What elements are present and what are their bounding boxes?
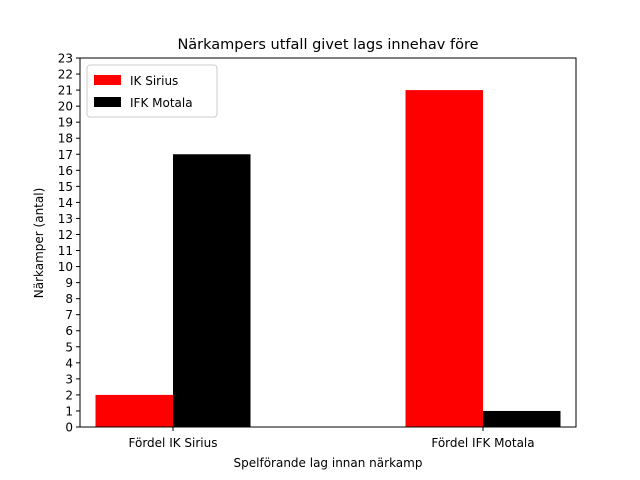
- y-tick-label: 6: [65, 324, 73, 338]
- legend-label: IFK Motala: [130, 96, 193, 110]
- y-tick-label: 3: [65, 372, 73, 386]
- y-tick-label: 22: [58, 68, 73, 82]
- bar-ik-sirius-1: [405, 90, 483, 427]
- y-tick-label: 5: [65, 340, 73, 354]
- y-tick-label: 8: [65, 292, 73, 306]
- bar-ik-sirius-0: [95, 394, 173, 427]
- y-tick-label: 10: [58, 260, 73, 274]
- legend: IK Sirius IFK Motala: [86, 64, 218, 118]
- y-axis-title: Närkamper (antal): [32, 188, 46, 299]
- y-tick-label: 18: [58, 132, 73, 146]
- legend-swatch: [94, 97, 121, 107]
- y-tick-label: 17: [58, 148, 73, 162]
- y-tick-label: 20: [58, 100, 73, 114]
- y-tick-label: 9: [65, 276, 73, 290]
- plot-frame: [79, 57, 577, 428]
- x-tick-label: Fördel IFK Motala: [431, 436, 534, 450]
- y-tick-label: 12: [58, 228, 73, 242]
- legend-label: IK Sirius: [130, 74, 178, 88]
- x-tick-label: Fördel IK Sirius: [129, 436, 218, 450]
- y-tick-label: 11: [58, 244, 73, 258]
- x-axis-title: Spelförande lag innan närkamp: [234, 456, 423, 470]
- bar-ifk-motala-1: [483, 410, 561, 427]
- legend-swatch: [94, 75, 121, 85]
- y-tick-label: 19: [58, 116, 73, 130]
- bar-ifk-motala-0: [173, 154, 251, 427]
- bars-group: [95, 90, 561, 427]
- y-tick-label: 14: [58, 196, 73, 210]
- y-tick-label: 0: [65, 421, 73, 435]
- y-tick-label: 13: [58, 212, 73, 226]
- y-tick-label: 1: [65, 404, 73, 418]
- y-tick-label: 16: [58, 164, 73, 178]
- y-tick-label: 2: [65, 388, 73, 402]
- y-tick-label: 21: [58, 84, 73, 98]
- y-tick-label: 15: [58, 180, 73, 194]
- chart-title: Närkampers utfall givet lags innehav för…: [177, 37, 478, 53]
- x-axis: Fördel IK Sirius Fördel IFK Motala: [129, 427, 535, 450]
- y-tick-label: 7: [65, 308, 73, 322]
- y-tick-label: 4: [65, 356, 73, 370]
- y-tick-label: 23: [58, 52, 73, 66]
